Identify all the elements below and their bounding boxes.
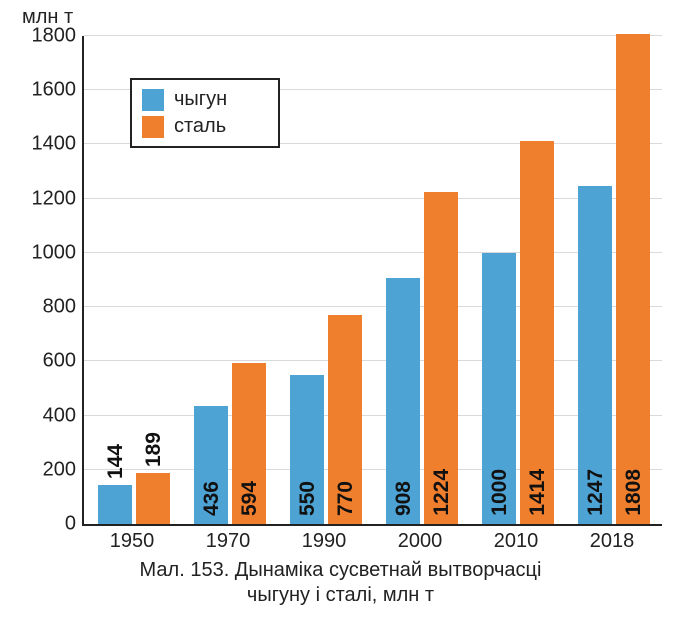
page: млн т 1441894365945507709081224100014141… — [0, 0, 681, 624]
gridline — [84, 252, 662, 253]
figure-caption: Мал. 153. Дынаміка сусветнай вытворчасці… — [0, 558, 681, 608]
gridline — [84, 198, 662, 199]
legend: чыгун сталь — [130, 78, 280, 148]
bar-value-label: 1224 — [430, 469, 454, 516]
caption-line-2: чыгуну і сталі, млн т — [247, 584, 434, 606]
bar-value-label: 144 — [104, 444, 128, 479]
y-tick-label: 200 — [21, 458, 76, 481]
legend-label-a: чыгун — [174, 88, 227, 111]
bar-value-label: 1414 — [526, 469, 550, 516]
bar-value-label: 1000 — [488, 469, 512, 516]
gridline — [84, 415, 662, 416]
gridline — [84, 360, 662, 361]
bar-value-label: 1808 — [622, 469, 646, 516]
y-tick-label: 0 — [21, 513, 76, 536]
bar-value-label: 908 — [392, 481, 416, 516]
gridline — [84, 306, 662, 307]
y-tick-label: 800 — [21, 296, 76, 319]
legend-swatch-a — [142, 89, 164, 111]
legend-swatch-b — [142, 116, 164, 138]
bar-value-label: 1247 — [584, 469, 608, 516]
bar-value-label: 436 — [200, 481, 224, 516]
x-tick-label: 1990 — [276, 530, 372, 553]
x-tick-label: 1950 — [84, 530, 180, 553]
bar-value-label: 189 — [142, 432, 166, 467]
y-tick-label: 1800 — [21, 25, 76, 48]
caption-line-1: Мал. 153. Дынаміка сусветнай вытворчасці — [140, 559, 542, 581]
bar-b — [616, 34, 650, 524]
legend-item-b: сталь — [142, 113, 264, 140]
y-tick-label: 400 — [21, 404, 76, 427]
bar-value-label: 770 — [334, 481, 358, 516]
x-tick-label: 2018 — [564, 530, 660, 553]
x-tick-label: 2000 — [372, 530, 468, 553]
y-tick-label: 1600 — [21, 79, 76, 102]
gridline — [84, 469, 662, 470]
y-tick-label: 1400 — [21, 133, 76, 156]
legend-item-a: чыгун — [142, 86, 264, 113]
y-tick-label: 1000 — [21, 241, 76, 264]
gridline — [84, 35, 662, 36]
bar-value-label: 594 — [238, 481, 262, 516]
x-tick-label: 1970 — [180, 530, 276, 553]
legend-label-b: сталь — [174, 115, 226, 138]
y-tick-label: 600 — [21, 350, 76, 373]
bar-a — [98, 485, 132, 524]
bar-b — [520, 141, 554, 524]
bar-b — [136, 473, 170, 524]
bar-value-label: 550 — [296, 481, 320, 516]
y-tick-label: 1200 — [21, 187, 76, 210]
x-tick-label: 2010 — [468, 530, 564, 553]
